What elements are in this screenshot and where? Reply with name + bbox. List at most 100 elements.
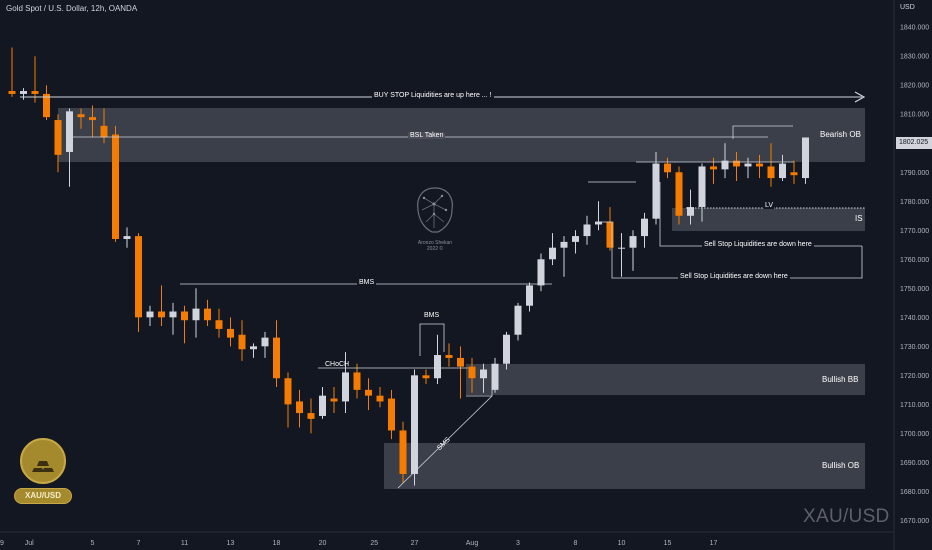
candle-body[interactable] [43,93,50,118]
current-price-label: 1802.025 [899,139,929,146]
y-tick-label: 1740.000 [900,315,929,322]
candle-body[interactable] [89,117,96,121]
sms-diagonal[interactable] [397,370,493,489]
candle-body[interactable] [744,163,752,167]
candle-body[interactable] [606,221,614,248]
candle-body[interactable] [399,430,407,474]
bullish-bb-zone[interactable] [466,364,865,395]
candle-body[interactable] [227,328,234,338]
candle-body[interactable] [710,166,717,170]
candle-body[interactable] [767,166,775,179]
bearish-ob-top-line[interactable] [732,125,793,139]
symbol-watermark: XAU/USD [803,506,890,527]
candle-body[interactable] [583,224,591,237]
candle-body[interactable] [8,91,16,94]
bullish-bb-label: Bullish BB [822,375,859,384]
candle-body[interactable] [181,311,188,321]
bearish-ob-zone[interactable] [58,108,865,162]
y-tick-label: 1760.000 [900,257,929,264]
candle-body[interactable] [20,91,27,94]
y-tick-label: 1770.000 [900,228,929,235]
candle-body[interactable] [468,366,476,379]
candle-body[interactable] [733,160,740,167]
currency-label: USD [900,4,915,11]
candle-body[interactable] [192,308,200,321]
candle-body[interactable] [549,247,556,260]
x-tick-label: Aug [466,540,479,547]
candle-body[interactable] [411,375,418,474]
candle-body[interactable] [687,207,694,216]
candle-body[interactable] [319,395,326,416]
y-tick-label: 1840.000 [900,25,929,32]
buy-stop-label: BUY STOP Liquidities are up here ... ! [372,92,494,99]
candle-body[interactable] [560,241,568,248]
candle-body[interactable] [135,236,142,318]
bms-2-line[interactable] [419,323,445,356]
candle-body[interactable] [790,172,798,176]
candle-body[interactable] [342,372,349,402]
candle-body[interactable] [261,337,269,347]
candle-body[interactable] [641,218,648,237]
candle-body[interactable] [307,413,315,419]
candle-body[interactable] [434,355,441,379]
axis-ticks-group: 1840.0001830.0001820.0001810.0001800.000… [0,25,929,547]
is-zone[interactable] [672,208,865,231]
candle-body[interactable] [215,320,223,329]
candle-body[interactable] [480,369,487,379]
x-tick-label: 13 [227,540,235,547]
candle-body[interactable] [572,236,579,242]
candle-body[interactable] [204,308,211,321]
candle-body[interactable] [54,120,62,155]
candle-body[interactable] [250,346,257,350]
candle-body[interactable] [284,378,292,405]
gold-bars-svg [32,461,54,472]
candle-body[interactable] [595,221,602,225]
candle-body[interactable] [652,163,660,219]
candle-body[interactable] [491,363,499,390]
candle-body[interactable] [365,389,372,396]
candle-body[interactable] [526,285,533,306]
candle-body[interactable] [802,137,809,179]
candle-body[interactable] [238,334,246,350]
candle-body[interactable] [457,357,464,367]
candle-body[interactable] [503,334,510,364]
candle-body[interactable] [779,163,786,179]
candle-body[interactable] [100,125,108,138]
gold-bars-icon [20,438,66,484]
candle-body[interactable] [66,111,73,152]
candle-body[interactable] [629,236,637,248]
candle-body[interactable] [296,401,303,414]
candle-body[interactable] [146,311,154,318]
candle-body[interactable] [756,163,763,167]
candle-body[interactable] [721,160,729,170]
candle-body[interactable] [353,372,361,390]
candle-body[interactable] [77,114,85,118]
candle-body[interactable] [514,305,522,335]
candle-body[interactable] [158,311,165,318]
bsl-taken-label: BSL Taken [408,132,446,139]
x-tick-label: 7 [137,540,141,547]
candle-body[interactable] [169,311,177,318]
x-tick-label: 3 [516,540,520,547]
candle-body[interactable] [31,91,39,94]
candle-body[interactable] [330,398,338,402]
candle-body[interactable] [675,172,683,216]
candle-body[interactable] [388,398,395,431]
candle-body[interactable] [112,134,119,239]
sell-stop-bracket-2[interactable] [600,221,863,279]
candle-body[interactable] [618,247,625,249]
candle-body[interactable] [537,259,545,286]
y-tick-label: 1670.000 [900,518,929,525]
x-tick-label: 17 [710,540,718,547]
candle-body[interactable] [698,166,706,208]
is-label: IS [855,214,863,223]
sell-stop-label-2: Sell Stop Liquidities are down here [678,273,790,280]
candle-body[interactable] [664,163,671,173]
candle-body[interactable] [376,395,384,402]
candle-body[interactable] [445,355,453,358]
candle-body[interactable] [123,236,131,239]
candle-body[interactable] [273,337,280,379]
bullish-ob-zone[interactable] [384,443,865,489]
candle-body[interactable] [422,375,430,379]
